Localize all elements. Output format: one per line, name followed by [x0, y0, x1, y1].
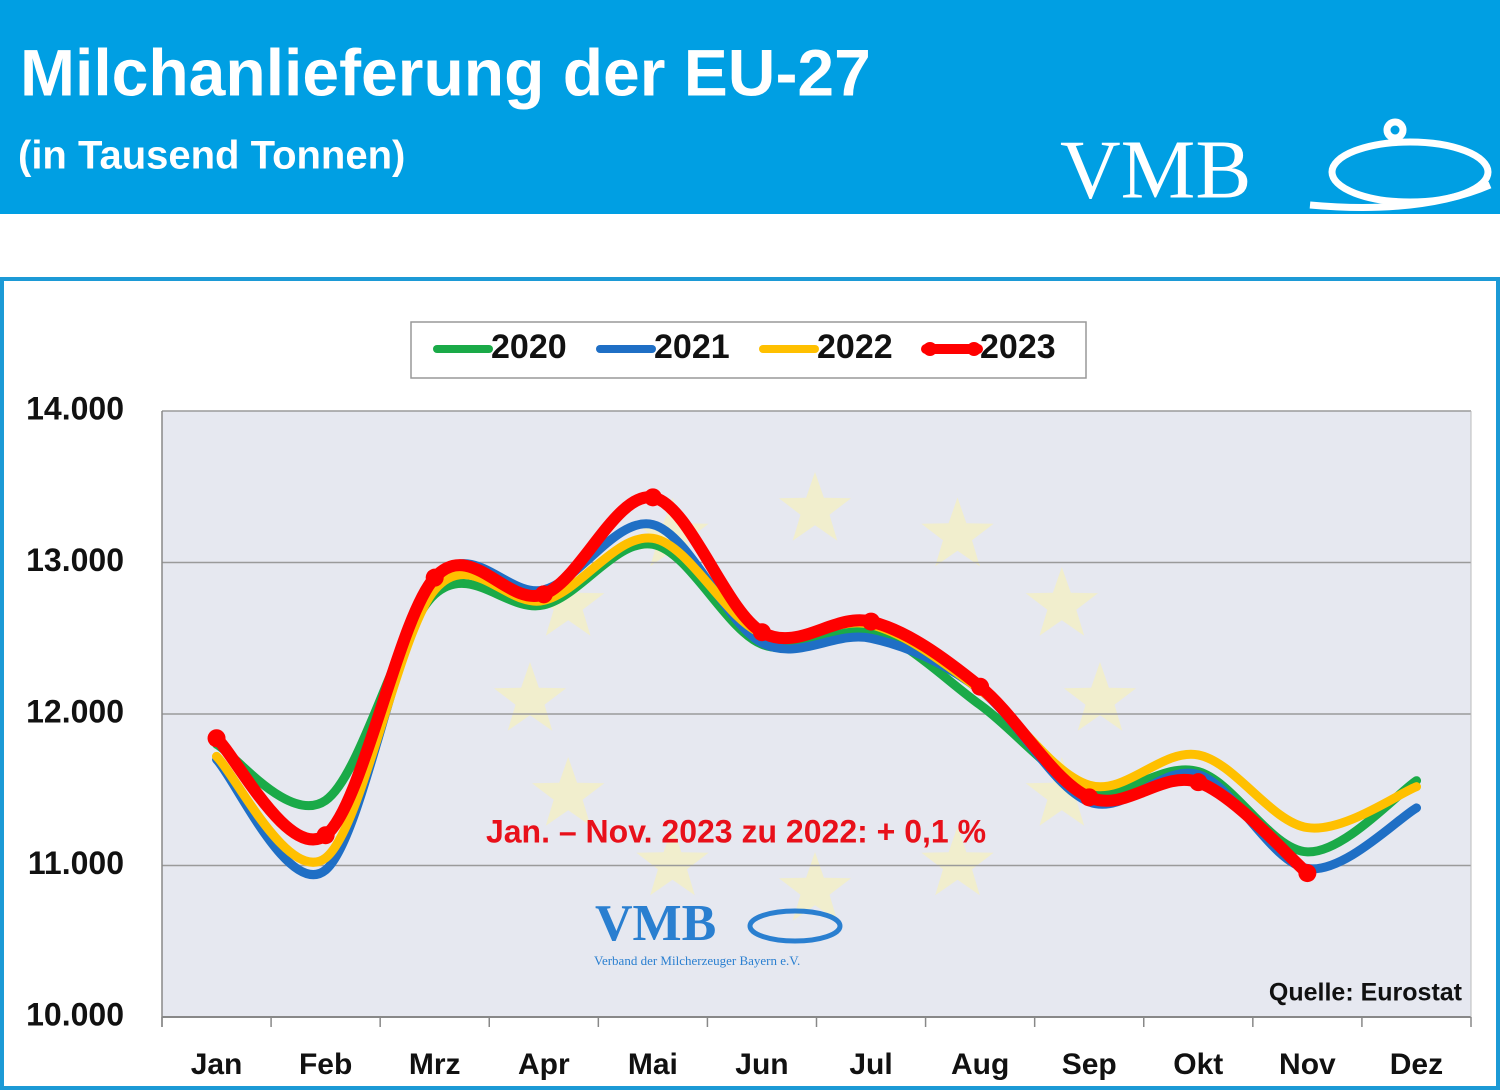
logo-swoosh — [1309, 118, 1492, 211]
x-tick-label: Jul — [849, 1048, 892, 1081]
source-note: Quelle: Eurostat — [1269, 979, 1463, 1007]
x-tick-label: Nov — [1279, 1048, 1336, 1081]
series-marker — [207, 729, 226, 748]
eu-star — [1063, 662, 1137, 731]
eu-star — [493, 662, 567, 731]
eu-star — [778, 472, 852, 541]
legend-label: 2023 — [980, 328, 1056, 366]
series-marker — [643, 488, 662, 507]
legend-label: 2022 — [817, 328, 893, 366]
y-tick-label: 13.000 — [26, 542, 124, 578]
x-tick-label: Dez — [1390, 1048, 1443, 1081]
series-marker — [1189, 773, 1208, 792]
eu-star — [532, 757, 605, 826]
x-tick-label: Mai — [628, 1048, 678, 1081]
annotation: Jan. – Nov. 2023 zu 2022: + 0,1 % — [486, 813, 986, 849]
x-tick-label: Feb — [299, 1048, 352, 1081]
watermark-tagline: Verband der Milcherzeuger Bayern e.V. — [594, 953, 800, 968]
series-marker — [862, 612, 881, 631]
watermark-swoosh — [747, 908, 843, 944]
series-marker — [316, 826, 335, 845]
x-tick-label: Jun — [735, 1048, 788, 1081]
page-title: Milchanlieferung der EU-27 — [20, 35, 871, 109]
y-tick-label: 11.000 — [28, 845, 124, 881]
eu-star — [636, 826, 709, 896]
eu-star — [532, 567, 605, 636]
x-tick-label: Sep — [1062, 1048, 1117, 1081]
series-marker — [534, 585, 553, 604]
series-marker — [971, 677, 990, 696]
legend-marker — [967, 342, 981, 356]
y-tick-label: 10.000 — [26, 996, 124, 1032]
series-marker — [1080, 788, 1099, 807]
y-tick-label: 14.000 — [26, 390, 124, 426]
x-tick-label: Aug — [951, 1048, 1009, 1081]
watermark-logo: VMB — [595, 895, 716, 952]
series-line — [210, 491, 1314, 880]
eu-star — [1025, 757, 1098, 826]
series-marker — [752, 623, 771, 642]
legend-label: 2020 — [491, 328, 567, 366]
x-tick-label: Jan — [191, 1048, 243, 1081]
legend-label: 2021 — [654, 328, 730, 366]
series-marker — [1298, 864, 1317, 883]
eu-star — [921, 826, 994, 896]
header-band — [0, 0, 1500, 214]
page-subtitle: (in Tausend Tonnen) — [18, 134, 405, 178]
x-tick-label: Mrz — [409, 1048, 461, 1081]
x-tick-label: Okt — [1173, 1048, 1223, 1081]
eu-star — [1025, 567, 1098, 636]
x-tick-label: Apr — [518, 1048, 570, 1081]
eu-star — [921, 497, 994, 567]
series-marker — [425, 568, 444, 587]
eu-star — [778, 852, 852, 921]
y-tick-label: 12.000 — [26, 693, 124, 729]
header-logo: VMB — [1060, 123, 1251, 216]
legend-marker — [923, 342, 937, 356]
